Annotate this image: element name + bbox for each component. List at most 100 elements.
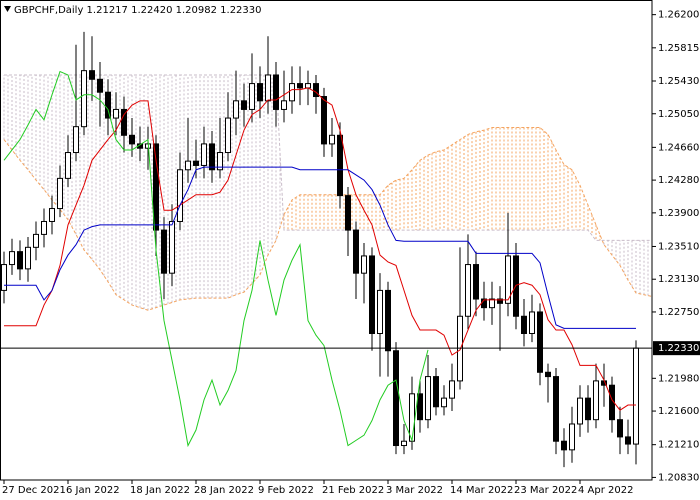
x-tick-label: 18 Jan 2022 xyxy=(130,485,190,496)
y-tick-label: 1.25430 xyxy=(658,76,699,87)
y-tick-label: 1.21600 xyxy=(658,406,699,417)
candle-body xyxy=(57,177,63,210)
candle-body xyxy=(593,380,599,421)
candle-body xyxy=(545,371,551,378)
y-tick-label: 1.23900 xyxy=(658,208,699,219)
candle-body xyxy=(161,229,167,274)
candle-body xyxy=(529,311,535,335)
x-tick-label: 21 Feb 2022 xyxy=(322,485,384,496)
candle-body xyxy=(281,100,287,110)
x-tick-label: 4 Apr 2022 xyxy=(578,485,633,496)
candle-body xyxy=(569,423,575,451)
x-tick-label: 3 Mar 2022 xyxy=(386,485,443,496)
candle-body xyxy=(313,83,319,98)
y-tick-label: 1.24280 xyxy=(658,175,699,186)
candle-body xyxy=(505,255,511,304)
symbol-icon xyxy=(4,6,11,12)
candle-body xyxy=(177,169,183,222)
candle-body xyxy=(305,83,311,89)
current-price-tag xyxy=(653,341,700,356)
candle-body xyxy=(321,96,327,145)
candle-body xyxy=(521,315,527,335)
y-tick-label: 1.23510 xyxy=(658,241,699,252)
x-tick-label: 6 Jan 2022 xyxy=(66,485,120,496)
candle-body xyxy=(1,264,7,291)
candle-body xyxy=(257,83,263,102)
candle-body xyxy=(553,376,559,442)
candle-body xyxy=(337,134,343,197)
x-tick-label: 28 Jan 2022 xyxy=(194,485,254,496)
candle-body xyxy=(497,298,503,304)
candle-body xyxy=(433,376,439,408)
candle-body xyxy=(113,108,119,119)
candle-body xyxy=(385,289,391,352)
x-tick-label: 9 Feb 2022 xyxy=(258,485,314,496)
candle-body xyxy=(377,289,383,335)
y-tick-label: 1.24660 xyxy=(658,142,699,153)
candle-body xyxy=(17,251,23,270)
candle-body xyxy=(49,208,55,222)
candle-body xyxy=(25,246,31,270)
candle-body xyxy=(625,436,631,445)
candle-body xyxy=(345,195,351,231)
x-tick-label: 14 Mar 2022 xyxy=(450,485,513,496)
candle-body xyxy=(65,152,71,179)
candle-body xyxy=(449,380,455,399)
candle-body xyxy=(409,393,415,442)
indicator-line xyxy=(4,166,636,329)
candle-body xyxy=(473,264,479,300)
candle-body xyxy=(369,255,375,335)
current-price-label: 1.22330 xyxy=(658,343,699,354)
candle-body xyxy=(121,108,127,136)
candle-body xyxy=(489,298,495,309)
candle-body xyxy=(465,264,471,317)
candle-body xyxy=(193,160,199,166)
candle-body xyxy=(393,350,399,447)
y-tick-label: 1.21210 xyxy=(658,440,699,451)
candle-body xyxy=(97,78,103,93)
x-tick-label: 27 Dec 2021 xyxy=(2,485,66,496)
candle-body xyxy=(105,91,111,119)
candle-body xyxy=(89,70,95,80)
candle-body xyxy=(289,83,295,102)
candle-body xyxy=(537,311,543,373)
candle-body xyxy=(329,134,335,145)
candle-body xyxy=(225,117,231,154)
candle-body xyxy=(233,100,239,119)
y-tick-label: 1.25815 xyxy=(658,43,699,54)
candle-body xyxy=(297,83,303,89)
candle-body xyxy=(353,229,359,274)
candle-body xyxy=(617,419,623,438)
y-tick-label: 1.23130 xyxy=(658,274,699,285)
candle-body xyxy=(585,397,591,421)
candle-body xyxy=(241,100,247,110)
y-tick-label: 1.22750 xyxy=(658,307,699,318)
candle-body xyxy=(401,440,407,447)
candle-body xyxy=(441,397,447,408)
candle-body xyxy=(41,220,47,235)
candle-body xyxy=(217,152,223,171)
candle-body xyxy=(249,83,255,110)
candle-body xyxy=(209,143,215,171)
candle-body xyxy=(361,255,367,274)
chart-title: GBPCHF,Daily 1.21217 1.22420 1.20982 1.2… xyxy=(14,5,262,16)
indicator-line xyxy=(4,87,636,411)
indicator-line xyxy=(3,70,429,448)
candle-body xyxy=(81,70,87,128)
candle-body xyxy=(417,393,423,421)
y-tick-label: 1.20830 xyxy=(658,472,699,483)
candle-body xyxy=(33,233,39,248)
candle-body xyxy=(153,143,159,231)
x-tick-label: 23 Mar 2022 xyxy=(514,485,577,496)
candle-body xyxy=(425,376,431,421)
candle-body xyxy=(9,251,15,266)
candle-body xyxy=(273,74,279,110)
candle-body xyxy=(561,440,567,451)
candle-body xyxy=(169,220,175,274)
y-tick-label: 1.26200 xyxy=(658,10,699,21)
span-b-line xyxy=(4,74,652,241)
plot-frame xyxy=(0,0,653,481)
candle-body xyxy=(185,160,191,171)
candle-body xyxy=(577,397,583,425)
candle-body xyxy=(633,347,639,445)
